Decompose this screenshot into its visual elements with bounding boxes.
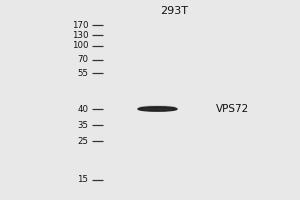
Text: 293T: 293T [160,6,188,16]
Text: 170: 170 [72,21,88,29]
Text: 70: 70 [77,55,88,64]
Text: 100: 100 [72,42,88,50]
Text: VPS72: VPS72 [216,104,249,114]
Text: 40: 40 [77,104,88,114]
Ellipse shape [138,107,177,111]
Text: 55: 55 [77,68,88,77]
Text: 130: 130 [72,30,88,40]
Text: 25: 25 [77,136,88,146]
Text: 35: 35 [77,120,88,130]
Ellipse shape [140,106,175,109]
Text: 15: 15 [77,176,88,184]
